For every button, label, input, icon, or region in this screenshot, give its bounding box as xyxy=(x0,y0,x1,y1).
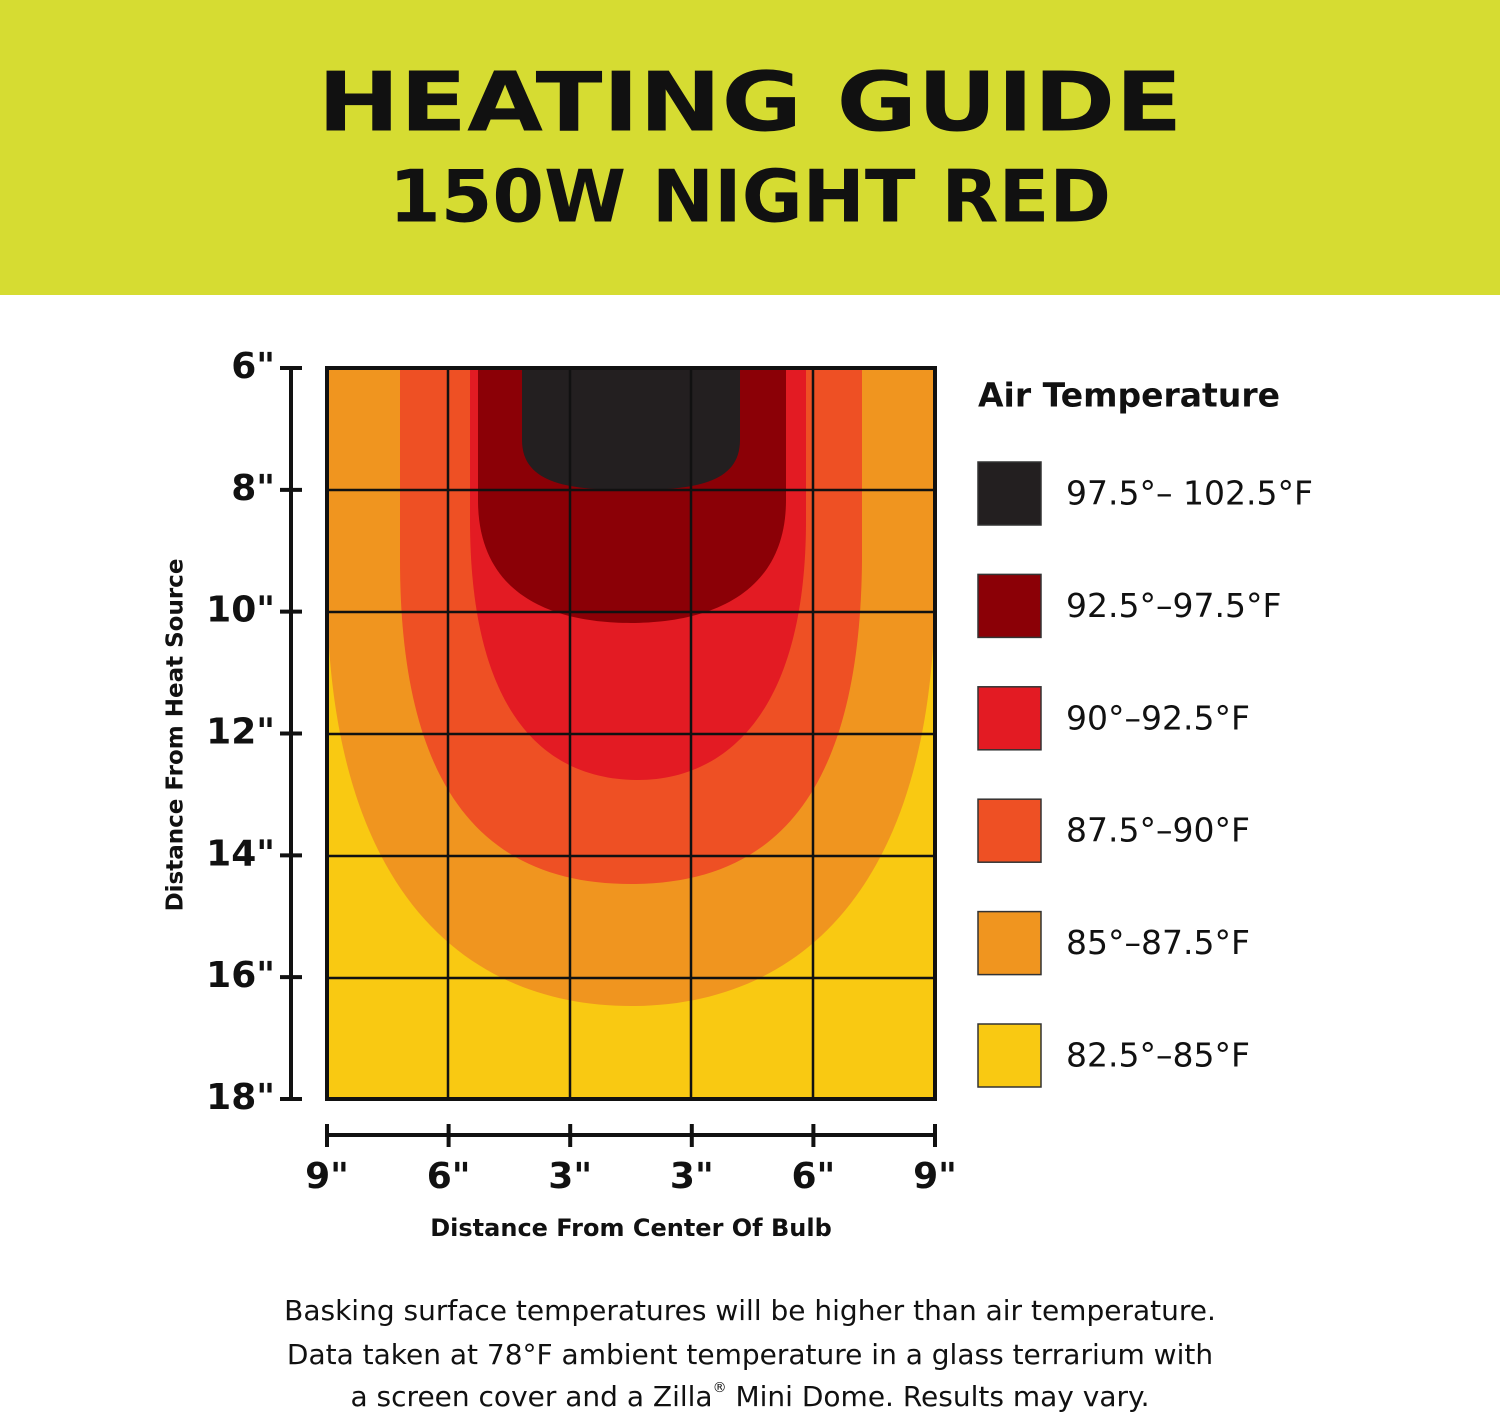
zone xyxy=(522,368,740,490)
footnote: Basking surface temperatures will be hig… xyxy=(284,1294,1216,1327)
x-tick-label: 6" xyxy=(791,1156,835,1197)
plot-frame xyxy=(325,366,937,1101)
legend-label: 87.5°–90°F xyxy=(1066,811,1250,850)
footnote: a screen cover and a Zilla® Mini Dome. R… xyxy=(351,1380,1150,1413)
x-tick-label: 9" xyxy=(305,1156,349,1197)
legend-swatch xyxy=(977,1023,1042,1088)
x-tick-label: 9" xyxy=(913,1156,957,1197)
y-tick-label: 16" xyxy=(206,955,275,996)
title: HEATING GUIDE xyxy=(318,55,1183,150)
legend-swatch xyxy=(977,686,1042,751)
grid xyxy=(327,368,935,1099)
legend-label: 97.5°– 102.5°F xyxy=(1066,474,1313,513)
x-tick-label: 6" xyxy=(427,1156,471,1197)
y-axis-label: Distance From Heat Source xyxy=(163,559,189,912)
legend-swatch xyxy=(977,461,1042,526)
legend-label: 92.5°–97.5°F xyxy=(1066,586,1281,625)
y-tick-label: 6" xyxy=(231,346,275,387)
x-axis-label: Distance From Center Of Bulb xyxy=(430,1214,832,1242)
legend-swatch xyxy=(977,573,1042,639)
y-tick-label: 14" xyxy=(206,833,275,874)
y-tick-label: 18" xyxy=(206,1077,275,1118)
x-tick-label: 3" xyxy=(670,1156,714,1197)
header-band xyxy=(0,0,1500,295)
legend-label: 82.5°–85°F xyxy=(1066,1036,1250,1075)
legend-swatch xyxy=(977,910,1042,976)
registered-mark: ® xyxy=(713,1380,727,1396)
y-tick-label: 10" xyxy=(206,590,275,631)
footnote-part: a screen cover and a Zilla xyxy=(351,1380,713,1413)
heat-map xyxy=(325,366,937,1101)
y-tick-label: 12" xyxy=(206,712,275,753)
y-tick-label: 8" xyxy=(231,468,275,509)
legend-title: Air Temperature xyxy=(978,376,1280,415)
x-tick-label: 3" xyxy=(548,1156,592,1197)
legend-swatch xyxy=(977,798,1042,863)
footnote-part: Mini Dome. Results may vary. xyxy=(727,1380,1150,1413)
footnote: Data taken at 78°F ambient temperature i… xyxy=(287,1338,1213,1371)
legend-label: 85°–87.5°F xyxy=(1066,923,1250,962)
subtitle: 150W NIGHT RED xyxy=(389,155,1111,239)
legend-label: 90°–92.5°F xyxy=(1066,698,1250,737)
